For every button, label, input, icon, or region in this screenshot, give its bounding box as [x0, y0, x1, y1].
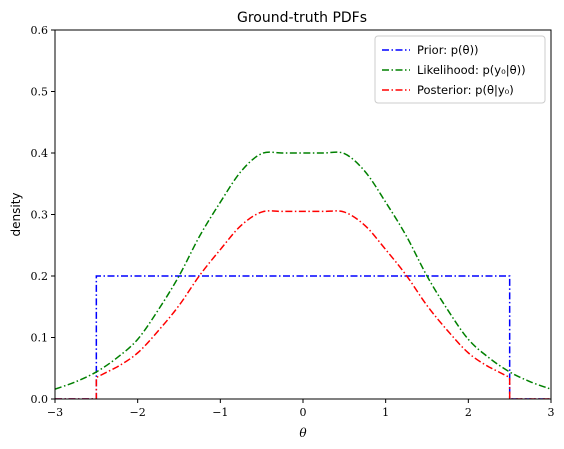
- x-tick-label: 2: [465, 406, 472, 419]
- y-axis: 0.0 0.1 0.2 0.3 0.4 0.5 0.6: [31, 24, 55, 406]
- y-tick-label: 0.1: [31, 332, 49, 345]
- x-tick-label: −2: [130, 406, 146, 419]
- y-axis-label: density: [9, 193, 23, 237]
- x-tick-label: 0: [300, 406, 307, 419]
- x-axis: −3 −2 −1 0 1 2 3: [47, 399, 555, 419]
- y-tick-label: 0.3: [31, 209, 49, 222]
- series-line-2: [55, 151, 551, 390]
- legend-frame: [374, 35, 546, 104]
- series-line-3: [55, 210, 551, 399]
- x-tick-label: −1: [212, 406, 228, 419]
- y-tick-label: 0.6: [31, 24, 49, 37]
- y-tick-label: 0.5: [31, 86, 49, 99]
- legend-label: Likelihood: p(y₀|θ)): [417, 63, 526, 77]
- x-axis-label: θ: [299, 426, 307, 440]
- x-tick-label: −3: [47, 406, 63, 419]
- y-tick-label: 0.4: [31, 147, 49, 160]
- legend-label: Posterior: p(θ|y₀): [417, 83, 514, 97]
- legend-label: Prior: p(θ)): [417, 43, 479, 57]
- x-tick-label: 3: [548, 406, 555, 419]
- series-line-1: [55, 275, 551, 399]
- chart-title: Ground-truth PDFs: [237, 10, 367, 26]
- legend: Prior: p(θ)) Likelihood: p(y₀|θ)) Posterio…: [374, 35, 546, 104]
- series-layer: [55, 151, 551, 399]
- y-tick-label: 0.2: [31, 270, 49, 283]
- y-tick-label: 0.0: [31, 393, 49, 406]
- x-tick-label: 1: [382, 406, 389, 419]
